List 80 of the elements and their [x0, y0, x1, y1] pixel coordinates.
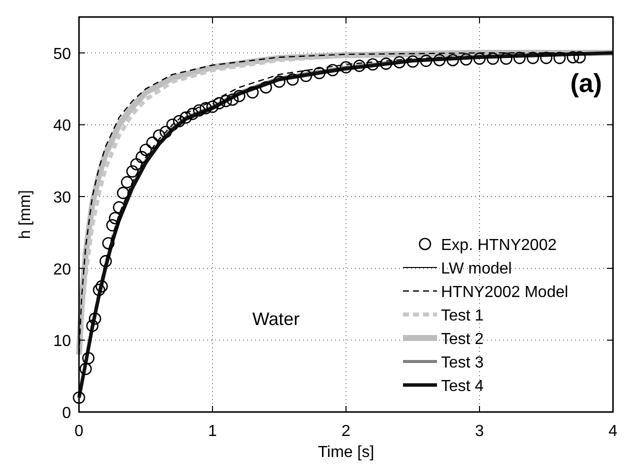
x-tick-label: 3 — [475, 423, 484, 440]
point — [406, 55, 419, 68]
point — [112, 201, 126, 214]
point — [130, 158, 143, 170]
y-tick-label: 30 — [53, 190, 72, 207]
annotation: Water — [252, 309, 300, 329]
annotation: (a) — [570, 68, 602, 98]
point — [180, 111, 192, 124]
point — [100, 255, 112, 268]
point — [220, 94, 232, 108]
point — [300, 70, 312, 82]
x-tick-label: 1 — [208, 423, 218, 440]
point — [353, 60, 366, 72]
point — [260, 81, 272, 94]
x-tick-label: 0 — [74, 423, 84, 440]
point — [313, 66, 326, 80]
point — [500, 52, 512, 65]
x-axis-title: Time [s] — [318, 444, 374, 461]
y-tick-label: 0 — [62, 405, 72, 422]
legend-label: Test 3 — [441, 354, 484, 372]
point — [140, 144, 152, 156]
y-tick-label: 10 — [53, 333, 72, 350]
point — [273, 76, 286, 88]
point — [526, 52, 540, 64]
point — [573, 51, 586, 64]
point — [108, 212, 122, 224]
legend-label: HTNY2002 Model — [441, 284, 568, 301]
point — [233, 90, 246, 102]
y-tick-label: 50 — [53, 46, 72, 63]
point — [460, 53, 472, 66]
point — [380, 58, 392, 70]
point — [172, 115, 186, 128]
point — [86, 320, 98, 332]
point — [513, 52, 526, 64]
point — [92, 284, 106, 296]
point — [340, 61, 352, 74]
point — [116, 186, 130, 200]
legend-label: LW model — [441, 260, 512, 278]
point — [136, 150, 148, 164]
point — [553, 52, 566, 64]
point — [80, 362, 92, 376]
point — [152, 129, 166, 142]
point — [82, 352, 94, 364]
x-tick-label: 4 — [608, 423, 618, 440]
point — [420, 54, 432, 67]
point — [186, 108, 199, 120]
point — [106, 219, 119, 232]
point — [566, 51, 580, 64]
point — [246, 86, 259, 99]
legend-label: Exp. HTNY2002 — [441, 237, 557, 254]
point — [326, 64, 339, 76]
point — [96, 280, 108, 292]
point — [213, 97, 226, 110]
point — [166, 118, 179, 131]
x-tick-label: 2 — [342, 423, 351, 440]
point — [193, 104, 206, 116]
point — [366, 58, 379, 71]
point — [146, 136, 159, 149]
point — [120, 176, 134, 188]
point — [88, 312, 102, 325]
y-tick-label: 40 — [53, 118, 72, 135]
y-axis-title: h [mm] — [17, 190, 34, 239]
point — [226, 93, 239, 106]
point — [160, 126, 172, 138]
point — [393, 56, 406, 68]
point — [446, 54, 459, 66]
point — [206, 100, 219, 113]
point — [102, 237, 115, 250]
point — [486, 52, 499, 65]
point — [286, 73, 299, 86]
point — [540, 52, 552, 64]
point — [473, 52, 486, 65]
point — [433, 54, 446, 66]
point — [72, 392, 86, 404]
y-tick-label: 20 — [53, 261, 72, 278]
legend-label: Test 4 — [441, 378, 484, 395]
legend-label: Test 1 — [441, 308, 484, 324]
point — [200, 102, 212, 114]
legend-label: Test 2 — [441, 331, 484, 348]
point — [126, 165, 139, 178]
